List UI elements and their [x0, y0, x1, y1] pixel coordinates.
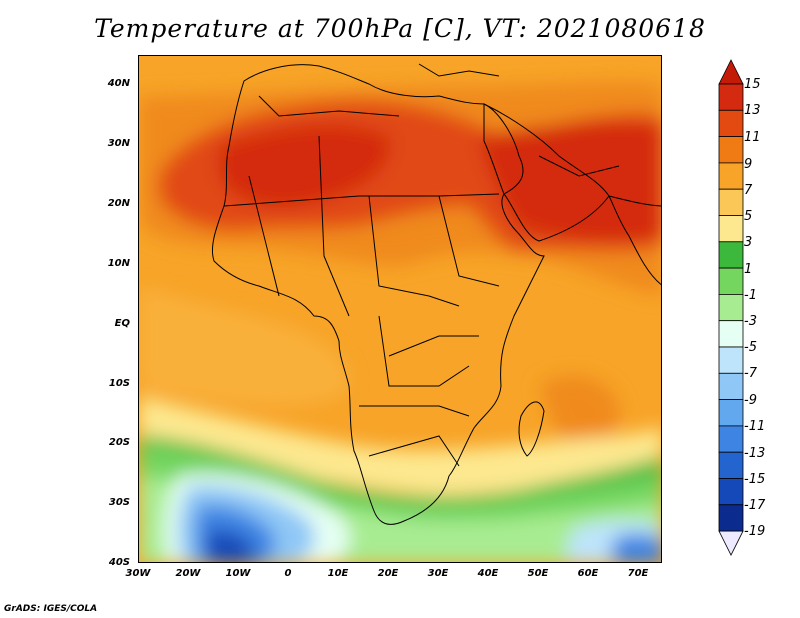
- colorbar-label: -11: [744, 419, 766, 434]
- lat-label: 30N: [107, 138, 130, 149]
- lat-label: 20N: [107, 198, 130, 209]
- lat-label: 30S: [108, 497, 130, 508]
- colorbar-bottom-arrow: [718, 530, 744, 556]
- colorbar-label: -9: [744, 393, 757, 408]
- colorbar-label: 5: [744, 209, 753, 224]
- colorbar-label: -13: [744, 446, 766, 461]
- coastlines: [211, 63, 661, 525]
- colorbar-label: 1: [744, 262, 753, 277]
- lon-label: 20E: [377, 568, 399, 579]
- temperature-map: [138, 55, 662, 563]
- colorbar-swatch: [718, 109, 744, 137]
- lon-label: 70E: [627, 568, 649, 579]
- colorbar-label: 13: [744, 103, 761, 118]
- lon-label: 30E: [427, 568, 449, 579]
- colorbar-swatch: [718, 425, 744, 453]
- colorbar-swatch: [718, 504, 744, 532]
- lon-label: 30W: [125, 568, 151, 579]
- colorbar-swatch: [718, 293, 744, 322]
- temperature-field: [139, 56, 661, 562]
- lon-label: 0: [284, 568, 292, 579]
- colorbar-label: -5: [744, 340, 757, 355]
- lat-label: 40S: [108, 557, 130, 568]
- colorbar-label: -17: [744, 498, 766, 513]
- colorbar-label: 3: [744, 235, 753, 250]
- lat-label: EQ: [114, 318, 130, 329]
- colorbar-swatch: [718, 241, 744, 269]
- colorbar-label: 11: [744, 130, 761, 145]
- colorbar-label: -1: [744, 288, 757, 303]
- lat-label: 10N: [107, 258, 130, 269]
- colorbar-swatch: [718, 320, 744, 348]
- colorbar-swatch: [718, 267, 744, 295]
- colorbar-swatch: [718, 162, 744, 190]
- colorbar-swatch: [718, 451, 744, 479]
- colorbar-label: 9: [744, 157, 753, 172]
- colorbar-label: -19: [744, 524, 766, 539]
- lat-label: 10S: [108, 378, 130, 389]
- lon-label: 50E: [527, 568, 549, 579]
- lon-label: 40E: [477, 568, 499, 579]
- colorbar-label: -15: [744, 472, 766, 487]
- colorbar-label: -3: [744, 314, 757, 329]
- credit-text: GrADS: IGES/COLA: [4, 604, 98, 614]
- colorbar-swatch: [718, 83, 744, 111]
- lon-label: 60E: [577, 568, 599, 579]
- colorbar-swatch: [718, 478, 744, 506]
- map-title: Temperature at 700hPa [C], VT: 202108061…: [94, 14, 706, 43]
- lat-label: 40N: [107, 78, 130, 89]
- lon-label: 20W: [175, 568, 201, 579]
- colorbar-swatch: [718, 372, 744, 400]
- colorbar-swatch: [718, 188, 744, 216]
- colorbar-swatch: [718, 399, 744, 427]
- colorbar-label: -7: [744, 366, 757, 381]
- colorbar-swatch: [718, 215, 744, 243]
- colorbar-top-arrow: [718, 59, 744, 85]
- lon-label: 10W: [225, 568, 251, 579]
- lat-label: 20S: [108, 437, 130, 448]
- colorbar-label: 15: [744, 77, 761, 92]
- colorbar-swatch: [718, 346, 744, 374]
- colorbar: [718, 59, 744, 556]
- colorbar-swatch: [718, 136, 744, 164]
- lon-label: 10E: [327, 568, 349, 579]
- colorbar-label: 7: [744, 183, 753, 198]
